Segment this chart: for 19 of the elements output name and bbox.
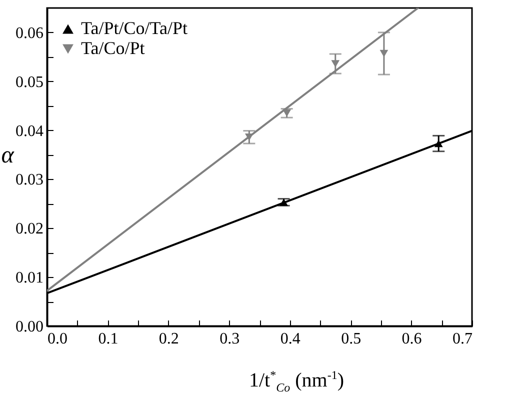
y-tick-label: 0.04 (16, 122, 44, 140)
x-axis-title: 1/t$^{*}$$_{Co}$ (nm$^{-1}$) (248, 368, 346, 396)
x-tick-label: 0.4 (280, 330, 300, 348)
y-axis-title: α (1, 142, 14, 168)
x-tick-label: 0.5 (341, 330, 362, 348)
x-tick-label: 0.0 (48, 330, 68, 348)
y-tick-label: 0.00 (16, 318, 44, 336)
legend-label: Ta/Co/Pt (81, 38, 145, 58)
x-tick-label: 0.6 (402, 330, 422, 348)
x-tick-label: 0.7 (452, 330, 472, 348)
y-tick-label: 0.05 (16, 74, 44, 91)
x-tick-label: 0.2 (158, 330, 179, 348)
y-tick-label: 0.02 (16, 220, 44, 238)
y-tick-label: 0.01 (16, 270, 44, 287)
x-tick-label: 0.3 (220, 330, 240, 348)
x-tick-label: 0.1 (98, 330, 118, 348)
legend-label: Ta/Pt/Co/Ta/Pt (81, 18, 188, 38)
y-tick-label: 0.03 (16, 172, 44, 189)
y-tick-label: 0.06 (16, 24, 44, 42)
